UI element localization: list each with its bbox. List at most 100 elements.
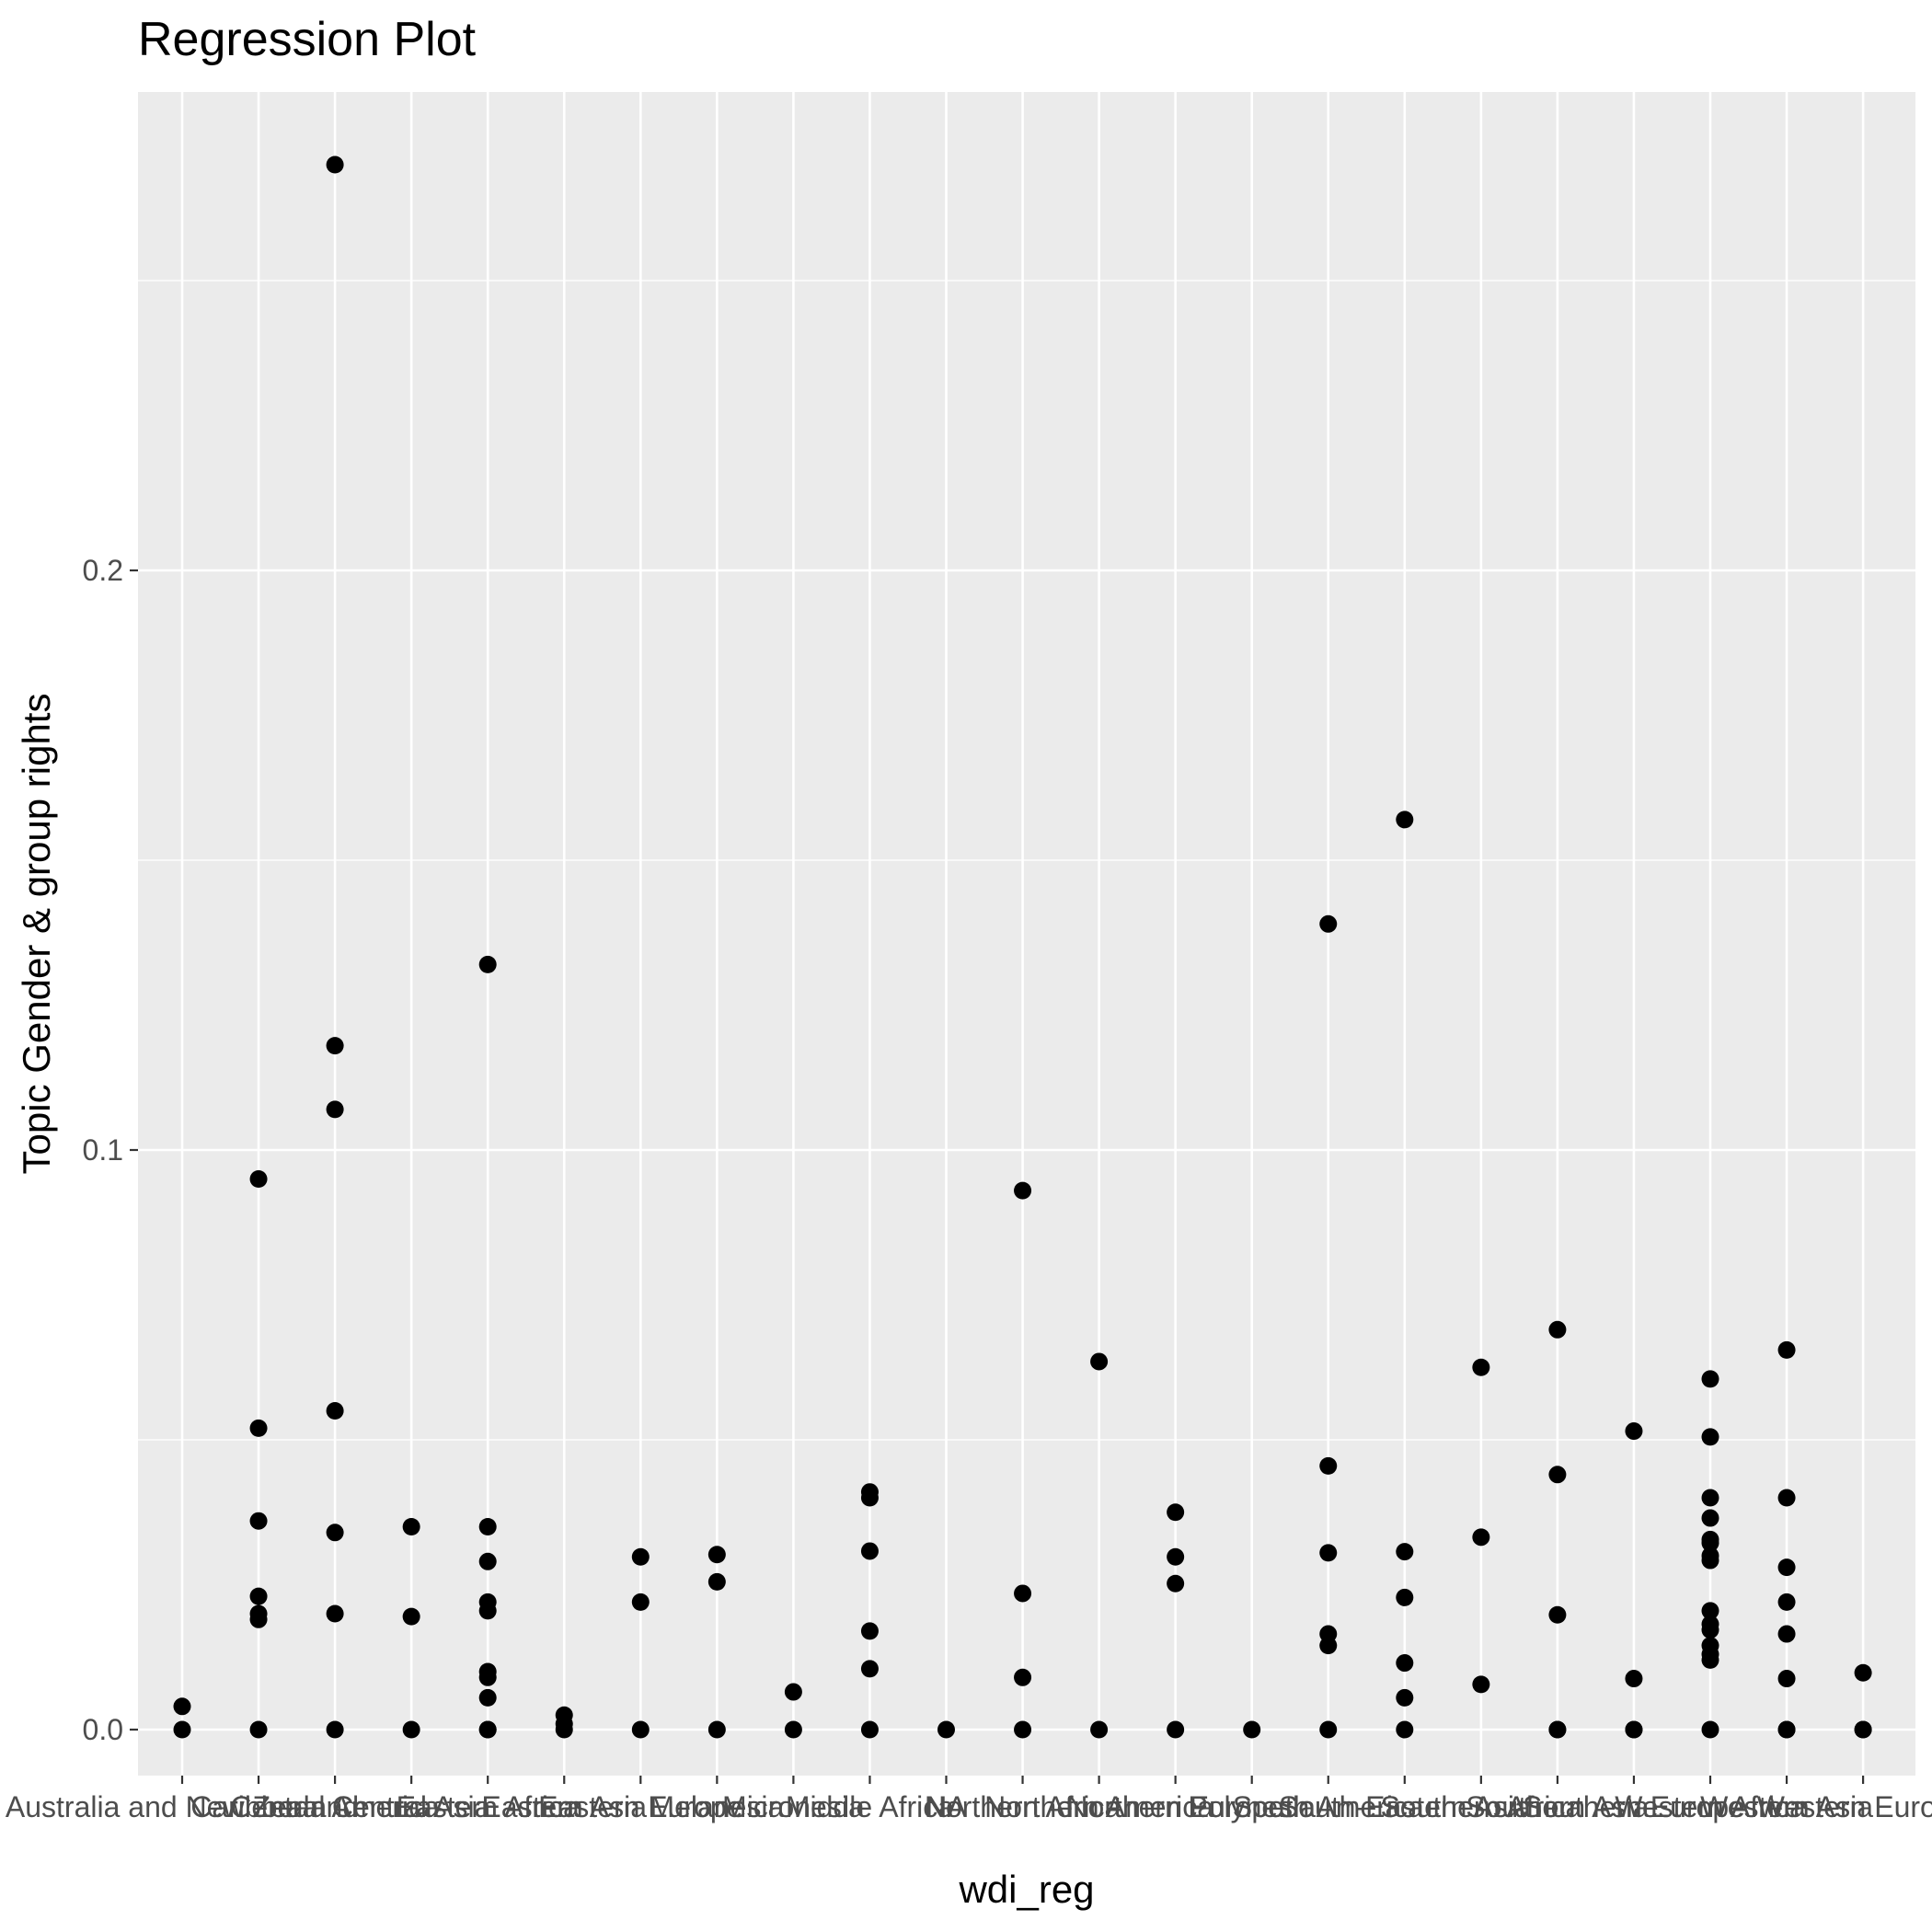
data-point — [1319, 1625, 1338, 1643]
data-point — [631, 1547, 650, 1566]
data-point — [326, 1604, 344, 1623]
data-point — [1472, 1358, 1490, 1376]
data-point — [402, 1607, 420, 1626]
data-point — [1548, 1605, 1567, 1624]
data-point — [1777, 1558, 1796, 1577]
data-point — [1777, 1670, 1796, 1688]
x-tick-label: Eastern Europe — [538, 1790, 742, 1823]
data-point — [1701, 1370, 1719, 1388]
data-point — [860, 1542, 879, 1560]
data-point — [1396, 1720, 1414, 1739]
x-tick-label: Northern Europe — [1066, 1790, 1284, 1823]
data-point — [173, 1697, 191, 1716]
data-point — [1167, 1547, 1185, 1566]
x-tick-label: Southern Asia — [1466, 1790, 1649, 1823]
x-tick-label: South America — [1233, 1790, 1424, 1823]
data-point — [1701, 1637, 1719, 1655]
data-point — [326, 1402, 344, 1420]
data-point — [1090, 1352, 1109, 1371]
x-tick-label: Northern Africa — [925, 1790, 1121, 1823]
data-point — [1167, 1574, 1185, 1593]
data-point — [631, 1593, 650, 1611]
data-point — [784, 1683, 802, 1701]
x-tick-label: Caribbean — [190, 1790, 327, 1823]
data-point — [1472, 1528, 1490, 1547]
data-point — [1701, 1509, 1719, 1527]
data-point — [326, 1524, 344, 1542]
y-tick-label: 0.0 — [83, 1713, 123, 1746]
data-point — [1548, 1466, 1567, 1484]
data-point — [478, 1518, 497, 1535]
data-point — [1625, 1422, 1643, 1441]
data-point — [249, 1419, 268, 1437]
x-tick-label: Western Asia — [1700, 1790, 1873, 1823]
data-point — [937, 1720, 955, 1739]
x-tick-label: Central America — [230, 1790, 440, 1823]
data-point — [1167, 1720, 1185, 1739]
data-point — [478, 1662, 497, 1681]
data-point — [478, 1720, 497, 1739]
data-point — [1319, 1544, 1338, 1562]
data-point — [1396, 1543, 1414, 1561]
x-tick-label: Eastern Africa — [397, 1790, 580, 1823]
data-point — [707, 1572, 726, 1591]
data-point — [1701, 1489, 1719, 1507]
data-point — [707, 1546, 726, 1564]
data-point — [1396, 1688, 1414, 1707]
data-point — [1625, 1720, 1643, 1739]
data-point — [631, 1720, 650, 1739]
data-point — [326, 1037, 344, 1055]
data-point — [1014, 1720, 1032, 1739]
data-point — [1014, 1181, 1032, 1200]
data-point — [860, 1660, 879, 1678]
data-point — [860, 1483, 879, 1501]
data-point — [1090, 1720, 1109, 1739]
data-point — [326, 1100, 344, 1119]
x-tick-label: South-Eastern Asia — [1279, 1790, 1531, 1823]
data-point — [1625, 1670, 1643, 1688]
x-tick-label: Polynesia — [1188, 1790, 1316, 1823]
data-point — [1472, 1675, 1490, 1694]
data-point — [1396, 1654, 1414, 1673]
x-tick-label: Micronesia — [722, 1790, 865, 1823]
chart-title: Regression Plot — [138, 13, 477, 66]
data-point — [1319, 1720, 1338, 1739]
y-tick-label: 0.1 — [83, 1133, 123, 1167]
x-tick-label: NA — [926, 1790, 967, 1823]
x-axis-title: wdi_reg — [958, 1868, 1094, 1911]
data-point — [478, 1688, 497, 1707]
data-point — [860, 1622, 879, 1640]
data-point — [707, 1720, 726, 1739]
data-point — [1243, 1720, 1261, 1739]
data-point — [249, 1604, 268, 1623]
data-point — [1777, 1720, 1796, 1739]
data-point — [1701, 1547, 1719, 1565]
data-point — [1548, 1320, 1567, 1339]
x-tick-label: Southern Europe — [1523, 1790, 1745, 1823]
data-point — [1014, 1584, 1032, 1603]
x-tick-label: Central Asia — [332, 1790, 491, 1823]
x-tick-label: Southern Africa — [1380, 1790, 1581, 1823]
data-point — [1701, 1615, 1719, 1633]
major-gridlines — [138, 92, 1915, 1776]
data-point — [249, 1170, 268, 1188]
data-point — [249, 1512, 268, 1530]
x-axis: Australia and New ZealandCaribbeanCentra… — [6, 1776, 1932, 1823]
y-axis: 0.0 0.1 0.2 — [83, 554, 138, 1746]
data-point — [1854, 1663, 1872, 1682]
data-point — [478, 955, 497, 973]
x-tick-label: Western Europe — [1757, 1790, 1932, 1823]
y-tick-label: 0.2 — [83, 554, 123, 587]
data-point — [784, 1720, 802, 1739]
data-point — [1396, 811, 1414, 829]
data-point — [249, 1587, 268, 1605]
data-point — [1701, 1428, 1719, 1446]
data-point — [555, 1706, 573, 1724]
data-point — [1854, 1720, 1872, 1739]
data-point — [1701, 1530, 1719, 1548]
data-point — [1701, 1602, 1719, 1620]
data-point — [478, 1593, 497, 1611]
x-tick-label: Eastern Asia — [481, 1790, 647, 1823]
data-point — [326, 155, 344, 174]
